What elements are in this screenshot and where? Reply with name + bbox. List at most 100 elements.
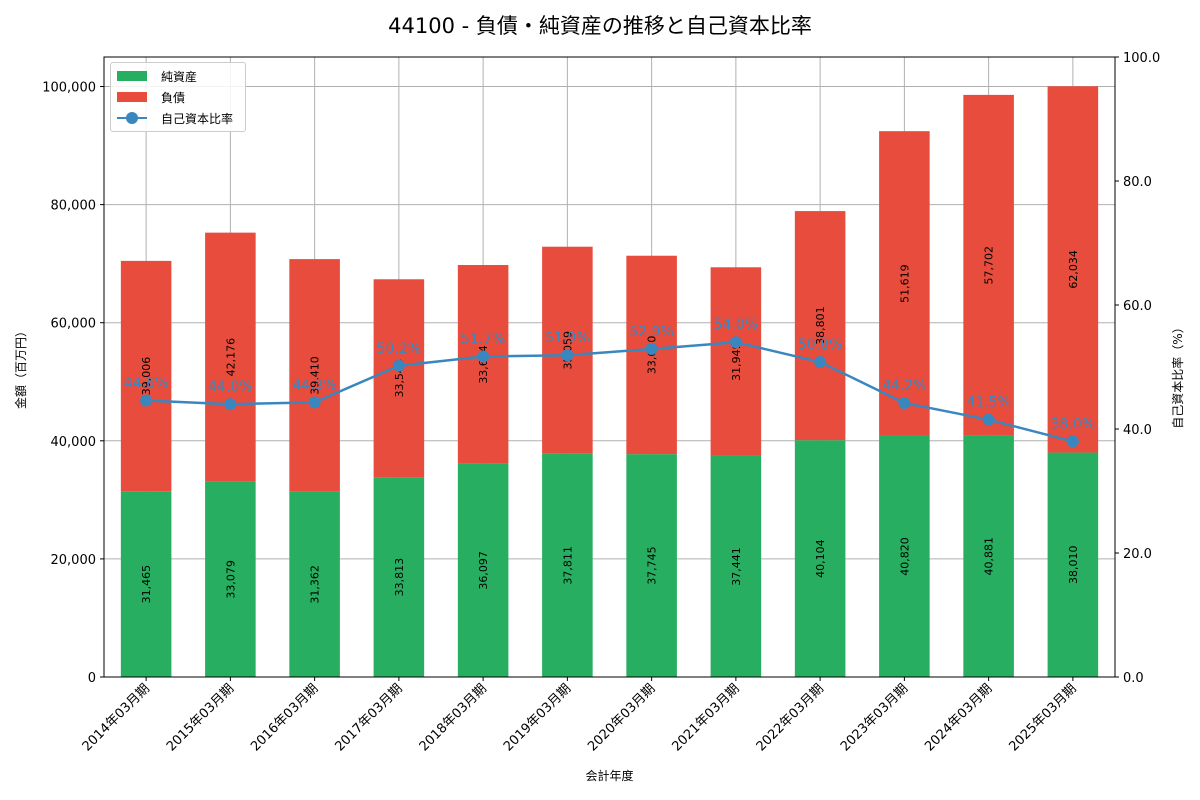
liabilities-bar	[710, 267, 762, 456]
net-assets-value-label: 40,881	[983, 537, 996, 576]
equity-ratio-label: 51.9%	[545, 330, 589, 346]
equity-ratio-marker	[140, 394, 153, 407]
legend: 純資産 負債 自己資本比率	[110, 62, 246, 132]
net-assets-bar	[373, 477, 425, 677]
equity-ratio-marker	[224, 398, 237, 411]
y-tick-label: 0	[88, 671, 96, 686]
net-assets-bar	[710, 455, 762, 677]
net-assets-bar	[1047, 452, 1099, 677]
equity-ratio-marker	[392, 359, 405, 372]
net-assets-value-label: 40,820	[898, 537, 911, 576]
liabilities-bar	[1047, 86, 1099, 453]
liabilities-value-label: 42,176	[224, 338, 237, 377]
liabilities-bar	[457, 265, 509, 464]
liabilities-bar	[963, 94, 1014, 436]
liabilities-bar	[205, 232, 256, 482]
net-assets-bar	[542, 453, 593, 677]
equity-ratio-marker	[729, 336, 742, 349]
legend-item-equity-ratio: 自己資本比率	[117, 109, 233, 127]
net-assets-value-label: 31,362	[309, 565, 322, 604]
equity-ratio-label: 54.0%	[714, 317, 758, 333]
liabilities-value-label: 51,619	[898, 264, 911, 303]
net-assets-bar	[289, 491, 340, 677]
net-assets-swatch-icon	[117, 71, 147, 81]
equity-ratio-label: 52.9%	[629, 324, 673, 340]
liabilities-value-label: 57,702	[983, 246, 996, 285]
equity-ratio-label: 41.5%	[966, 395, 1010, 411]
y-tick-label: 40,000	[51, 435, 97, 450]
net-assets-value-label: 37,441	[730, 547, 743, 586]
equity-ratio-marker	[898, 396, 911, 409]
net-assets-bar	[205, 481, 256, 677]
net-assets-bar	[963, 435, 1014, 677]
equity-ratio-marker	[477, 350, 490, 363]
y2-axis-label: 自己資本比率（%）	[1170, 321, 1185, 428]
equity-ratio-label: 38.0%	[1051, 416, 1095, 432]
equity-ratio-marker	[814, 356, 827, 369]
plot-frame	[103, 56, 1116, 678]
legend-label: 純資産	[161, 69, 198, 84]
y-tick-label: 100,000	[42, 81, 96, 96]
y-tick-label: 80,000	[51, 199, 97, 214]
liabilities-bar	[120, 260, 172, 492]
net-assets-value-label: 33,079	[224, 560, 237, 599]
equity-ratio-label: 44.2%	[882, 378, 926, 394]
equity-ratio-label: 50.2%	[377, 341, 421, 357]
x-tick-label: 2016年03月期	[248, 681, 321, 754]
liabilities-value-label: 38,801	[814, 306, 827, 345]
liabilities-value-label: 31,949	[730, 342, 743, 381]
chart-title: 44100 - 負債・純資産の推移と自己資本比率	[388, 14, 812, 38]
x-tick-label: 2023年03月期	[838, 681, 911, 754]
liabilities-value-label: 39,006	[140, 357, 153, 396]
legend-item-net-assets: 純資産	[117, 67, 197, 85]
equity-ratio-marker	[645, 343, 658, 356]
equity-ratio-label: 44.6%	[124, 375, 168, 391]
y2-tick-label: 60.0	[1123, 299, 1152, 314]
net-assets-value-label: 31,465	[140, 565, 153, 604]
x-tick-label: 2017年03月期	[332, 681, 405, 754]
y-tick-label: 60,000	[51, 317, 97, 332]
legend-label: 負債	[161, 90, 186, 105]
y-tick-label: 20,000	[51, 553, 97, 568]
x-tick-label: 2018年03月期	[417, 681, 490, 754]
equity-ratio-marker	[982, 413, 995, 426]
equity-ratio-label: 44.0%	[208, 379, 252, 395]
net-assets-value-label: 33,813	[393, 558, 406, 597]
liabilities-bar	[879, 131, 930, 436]
equity-ratio-label: 51.7%	[461, 331, 505, 347]
y-axis-label: 金額（百万円）	[13, 325, 28, 409]
x-tick-label: 2025年03月期	[1006, 681, 1079, 754]
x-tick-label: 2022年03月期	[754, 681, 827, 754]
net-assets-bar	[879, 435, 930, 677]
net-assets-value-label: 40,104	[814, 539, 827, 578]
equity-ratio-marker	[561, 349, 574, 362]
x-tick-label: 2021年03月期	[669, 681, 742, 754]
liabilities-bar	[373, 279, 425, 478]
x-tick-label: 2014年03月期	[80, 681, 153, 754]
net-assets-value-label: 36,097	[477, 551, 490, 590]
equity-ratio-marker	[1066, 435, 1079, 448]
liabilities-value-label: 39,410	[309, 356, 322, 395]
x-tick-label: 2019年03月期	[501, 681, 574, 754]
liabilities-swatch-icon	[117, 92, 147, 102]
y2-tick-label: 80.0	[1123, 175, 1152, 190]
net-assets-bar	[626, 454, 677, 677]
x-tick-label: 2015年03月期	[164, 681, 237, 754]
net-assets-value-label: 38,010	[1067, 546, 1080, 585]
liabilities-bar	[794, 211, 846, 441]
net-assets-bar	[457, 463, 509, 677]
y2-tick-label: 40.0	[1123, 423, 1152, 438]
equity-ratio-line	[146, 340, 1074, 443]
x-tick-label: 2024年03月期	[922, 681, 995, 754]
y2-tick-label: 100.0	[1123, 51, 1160, 66]
legend-label: 自己資本比率	[161, 111, 234, 126]
net-assets-value-label: 37,811	[561, 546, 574, 585]
net-assets-bar	[794, 440, 846, 677]
equity-ratio-label: 44.3%	[292, 377, 336, 393]
equity-ratio-marker	[308, 396, 321, 409]
y2-tick-label: 20.0	[1123, 547, 1152, 562]
liabilities-value-label: 62,034	[1067, 250, 1080, 289]
net-assets-bar	[120, 491, 172, 677]
line-marker-icon	[117, 112, 147, 124]
